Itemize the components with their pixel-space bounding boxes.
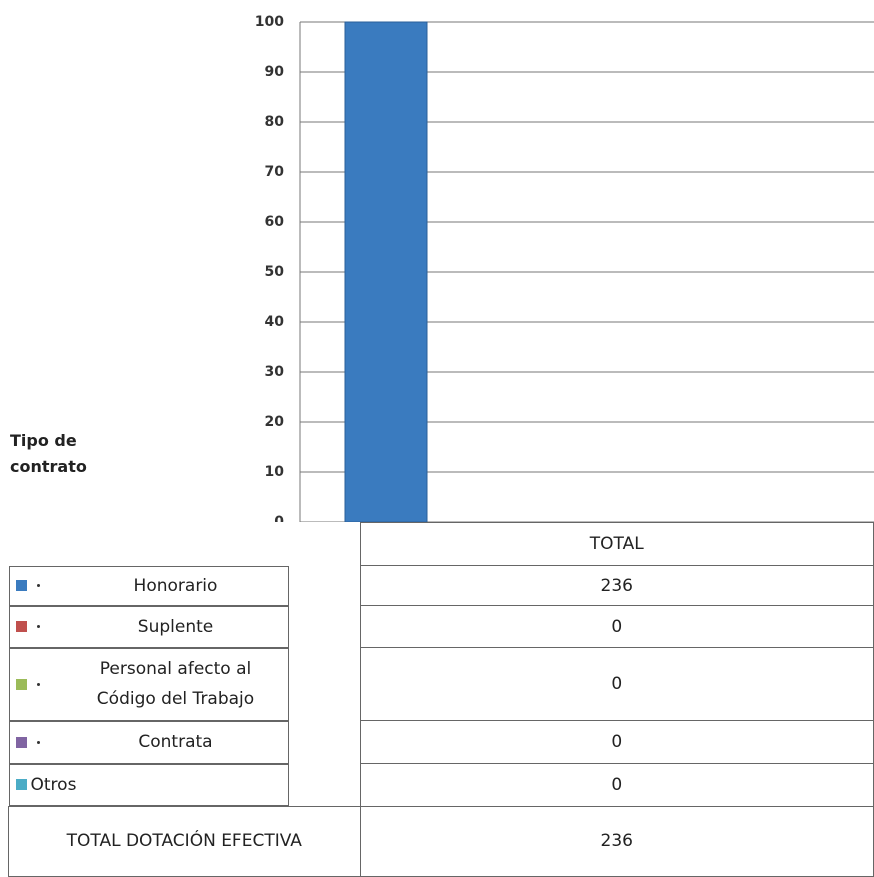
bullet bbox=[36, 584, 40, 587]
y-tick-label: 80 bbox=[265, 114, 285, 130]
y-tick-label: 0 bbox=[274, 514, 284, 522]
y-tick-label: 50 bbox=[265, 264, 285, 280]
legend-cell: Otros bbox=[8, 763, 289, 806]
bullet bbox=[36, 625, 40, 628]
legend-swatch bbox=[15, 779, 27, 790]
chart: 0 10 20 30 40 50 60 70 80 90 100 bbox=[255, 14, 874, 522]
total-label: TOTAL DOTACIÓN EFECTIVA bbox=[8, 805, 361, 877]
table-row: Contrata 0 bbox=[8, 720, 874, 764]
y-tick-label: 10 bbox=[265, 464, 285, 480]
legend-label: Honorario bbox=[133, 575, 218, 596]
legend-cell: Personal afecto al Código del Trabajo bbox=[8, 647, 289, 721]
y-tick-label: 40 bbox=[265, 314, 285, 330]
bar-segment bbox=[344, 21, 428, 522]
bullet bbox=[36, 740, 40, 744]
legend-swatch bbox=[15, 580, 27, 591]
legend-label: Otros bbox=[30, 774, 77, 795]
y-tick-label: 90 bbox=[265, 64, 285, 80]
y-tick-label: 70 bbox=[265, 164, 285, 180]
data-table: TOTAL Honorario 236 Suplente 0 Personal afect… bbox=[8, 522, 874, 877]
total-row: TOTAL DOTACIÓN EFECTIVA 236 bbox=[8, 805, 874, 877]
table-value: 0 bbox=[359, 763, 874, 807]
legend-cell: Contrata bbox=[8, 720, 289, 764]
table-row: Otros 0 bbox=[8, 763, 874, 807]
empty-cell bbox=[8, 522, 361, 566]
y-tick-label: 60 bbox=[265, 214, 285, 230]
legend-label: Personal afecto al Código del Trabajo bbox=[96, 659, 255, 709]
legend-label: Contrata bbox=[138, 732, 213, 752]
legend-title: Tipo de contrato bbox=[10, 431, 87, 476]
table-value: 0 bbox=[359, 720, 874, 764]
y-tick-label: 20 bbox=[265, 414, 285, 430]
legend-swatch bbox=[15, 678, 27, 690]
legend-label: Suplente bbox=[137, 616, 214, 637]
table-row: Honorario 236 bbox=[8, 565, 874, 606]
total-value: 236 bbox=[359, 805, 874, 877]
y-tick-label: 100 bbox=[255, 14, 284, 30]
bullet bbox=[36, 682, 40, 686]
table-row: Suplente 0 bbox=[8, 605, 874, 648]
table-value: 236 bbox=[359, 565, 874, 606]
table-row: TOTAL bbox=[8, 522, 874, 566]
legend-cell: Honorario bbox=[8, 565, 289, 606]
legend-swatch bbox=[15, 736, 27, 748]
table-value: 0 bbox=[359, 647, 874, 721]
table-row: Personal afecto al Código del Trabajo 0 bbox=[8, 647, 874, 721]
y-tick-label: 30 bbox=[265, 364, 285, 380]
legend-cell: Suplente bbox=[8, 605, 289, 648]
legend-swatch bbox=[15, 621, 27, 632]
column-header: TOTAL bbox=[359, 522, 874, 566]
table-value: 0 bbox=[359, 605, 874, 648]
